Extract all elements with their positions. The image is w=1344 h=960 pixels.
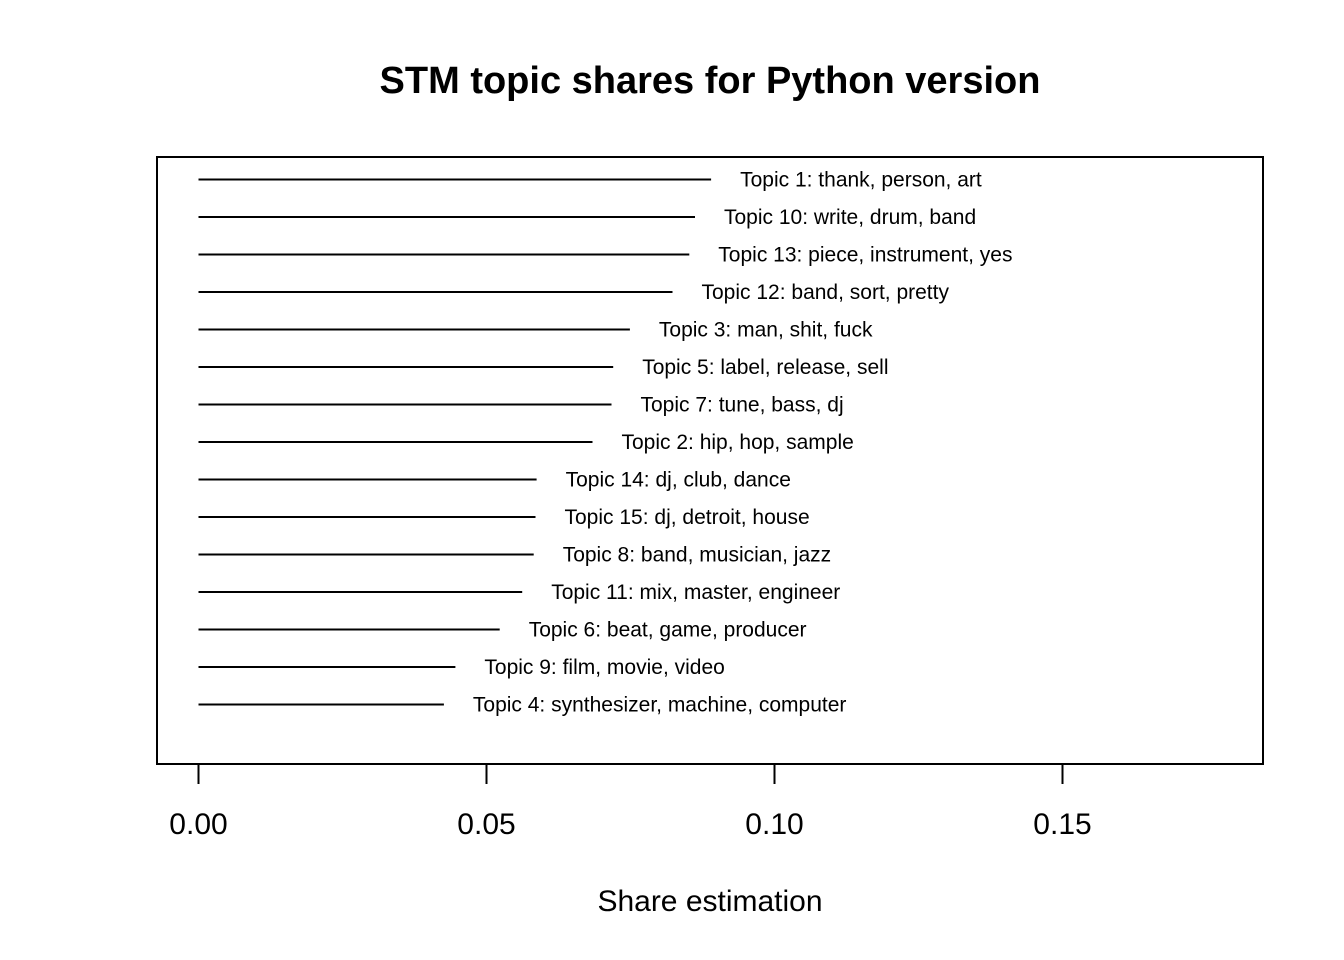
x-tick-label-0: 0.00 <box>169 808 227 841</box>
x-tick-label-2: 0.10 <box>745 808 803 841</box>
topic-label-4: Topic 12: band, sort, pretty <box>702 281 950 304</box>
topic-label-6: Topic 5: label, release, sell <box>642 356 888 379</box>
plot-frame <box>156 156 1264 765</box>
topic-label-8: Topic 2: hip, hop, sample <box>622 431 854 454</box>
x-axis: 0.00 0.05 0.10 0.15 <box>169 764 1092 841</box>
topic-label-3: Topic 13: piece, instrument, yes <box>718 244 1012 267</box>
topic-label-10: Topic 15: dj, detroit, house <box>565 506 810 529</box>
topic-label-11: Topic 8: band, musician, jazz <box>563 544 831 567</box>
topic-label-15: Topic 4: synthesizer, machine, computer <box>473 694 847 717</box>
x-tick-label-1: 0.05 <box>457 808 515 841</box>
topic-label-1: Topic 1: thank, person, art <box>740 169 982 192</box>
topic-label-5: Topic 3: man, shit, fuck <box>659 319 873 342</box>
topic-label-group: Topic 1: thank, person, art Topic 10: wri… <box>473 169 1013 717</box>
chart-title: STM topic shares for Python version <box>380 60 1041 102</box>
bar-group <box>198 178 712 706</box>
topic-label-13: Topic 6: beat, game, producer <box>529 619 807 642</box>
topic-label-12: Topic 11: mix, master, engineer <box>551 581 840 604</box>
x-axis-label: Share estimation <box>597 885 822 918</box>
topic-label-7: Topic 7: tune, bass, dj <box>641 394 844 417</box>
topic-label-2: Topic 10: write, drum, band <box>724 206 976 229</box>
topic-label-9: Topic 14: dj, club, dance <box>566 469 791 492</box>
topic-label-14: Topic 9: film, movie, video <box>484 656 724 679</box>
x-tick-label-3: 0.15 <box>1033 808 1091 841</box>
